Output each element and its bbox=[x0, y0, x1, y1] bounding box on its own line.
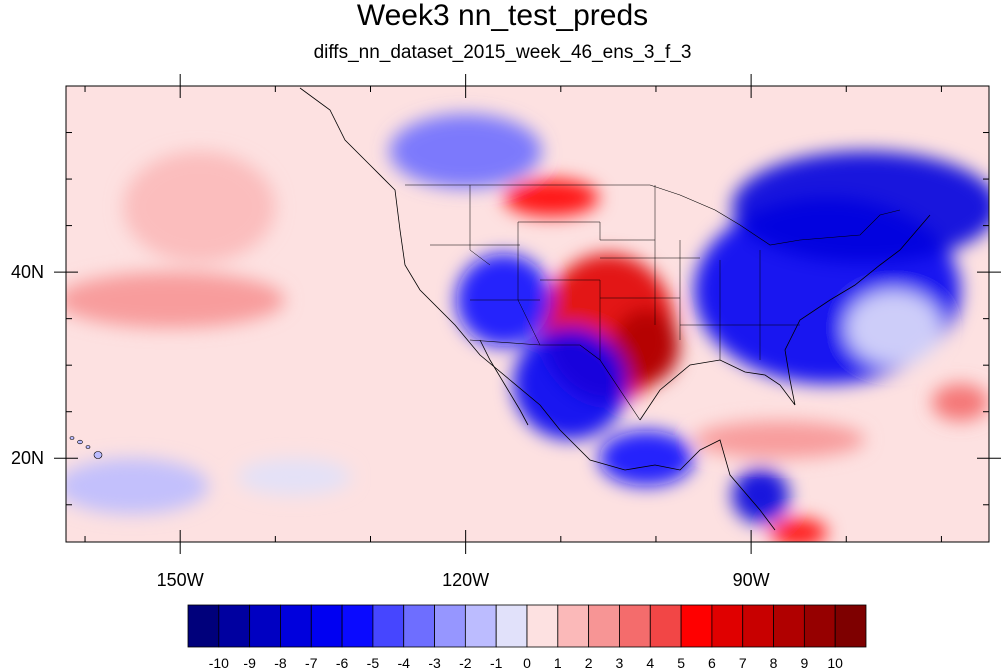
colorbar-box bbox=[588, 604, 620, 648]
colorbar-label: -3 bbox=[428, 655, 441, 671]
canada-us-border bbox=[405, 184, 901, 246]
colorbar-box bbox=[495, 604, 528, 648]
colorbar-label: 10 bbox=[827, 655, 843, 671]
anomaly-blob bbox=[66, 272, 285, 328]
x-tick-label: 90W bbox=[733, 570, 770, 590]
colorbar-box bbox=[711, 604, 744, 648]
x-tick-label: 150W bbox=[157, 570, 204, 590]
colorbar-labels: -10 -9 -8 -7 -6 -5 -4 -3 -2 -1 0 1 2 3 4 5 6 7 8 9 10 bbox=[209, 655, 843, 671]
anomaly-blob bbox=[123, 151, 276, 263]
colorbar: -10 -9 -8 -7 -6 -5 -4 -3 -2 -1 0 1 2 3 4 5 6 7 8 9 10 bbox=[187, 604, 867, 671]
colorbar-box bbox=[310, 604, 343, 648]
colorbar-label: -8 bbox=[274, 655, 287, 671]
colorbar-box bbox=[187, 604, 220, 648]
x-tick-label: 120W bbox=[442, 570, 489, 590]
hawaii-islands bbox=[69, 436, 103, 459]
anomaly-blob bbox=[931, 383, 989, 422]
state-borders bbox=[430, 185, 800, 360]
colorbar-box bbox=[680, 604, 713, 648]
colorbar-box bbox=[464, 604, 497, 648]
colorbar-box bbox=[280, 604, 312, 648]
colorbar-label: 2 bbox=[585, 655, 593, 671]
colorbar-box bbox=[649, 604, 682, 648]
axis-tick-labels: 150W 120W 90W 40N 20N bbox=[11, 262, 770, 590]
anomaly-blob bbox=[389, 113, 542, 189]
anomaly-blob bbox=[598, 430, 695, 487]
colorbar-box bbox=[341, 604, 374, 648]
coastlines bbox=[69, 87, 931, 531]
colorbar-label: 8 bbox=[770, 655, 778, 671]
anomaly-blob bbox=[66, 458, 209, 515]
colorbar-label: -6 bbox=[336, 655, 349, 671]
colorbar-box bbox=[834, 604, 867, 648]
anomaly-blob bbox=[694, 421, 866, 459]
anomaly-blob bbox=[613, 309, 680, 384]
map-plot-area: 150W 120W 90W 40N 20N bbox=[11, 74, 1001, 590]
anomaly-blob bbox=[732, 467, 790, 524]
gulf-coastline bbox=[639, 214, 931, 421]
colorbar-label: 4 bbox=[646, 655, 654, 671]
colorbar-box bbox=[619, 604, 651, 648]
colorbar-box bbox=[218, 604, 251, 648]
y-tick-label: 20N bbox=[11, 448, 44, 468]
colorbar-box bbox=[372, 604, 405, 648]
colorbar-box bbox=[526, 604, 559, 648]
colorbar-label: 9 bbox=[800, 655, 808, 671]
colorbar-box bbox=[434, 604, 466, 648]
colorbar-box bbox=[803, 604, 836, 648]
anomaly-blob bbox=[732, 151, 989, 263]
colorbar-box bbox=[742, 604, 774, 648]
colorbar-label: -2 bbox=[459, 655, 472, 671]
colorbar-label: 3 bbox=[616, 655, 624, 671]
anomaly-blob bbox=[513, 327, 628, 440]
colorbar-label: -7 bbox=[305, 655, 318, 671]
colorbar-label: 0 bbox=[523, 655, 531, 671]
north-america-coastline bbox=[299, 87, 776, 531]
colorbar-box bbox=[557, 604, 590, 648]
colorbar-label: -10 bbox=[209, 655, 229, 671]
axis-ticks bbox=[54, 74, 1001, 554]
anomaly-blob bbox=[846, 290, 942, 366]
anomaly-blob bbox=[237, 458, 352, 496]
map-frame bbox=[65, 85, 990, 543]
colorbar-label: 6 bbox=[708, 655, 716, 671]
colorbar-label: -1 bbox=[490, 655, 503, 671]
colorbar-label: 7 bbox=[739, 655, 747, 671]
anomaly-blob bbox=[770, 518, 828, 542]
colorbar-boxes bbox=[187, 604, 867, 648]
colorbar-box bbox=[249, 604, 281, 648]
colorbar-box bbox=[773, 604, 805, 648]
colorbar-label: -9 bbox=[243, 655, 256, 671]
chart-subtitle: diffs_nn_dataset_2015_week_46_ens_3_f_3 bbox=[313, 42, 692, 63]
colorbar-box bbox=[403, 604, 435, 648]
colorbar-label: 1 bbox=[554, 655, 562, 671]
baja-coastline bbox=[479, 339, 529, 426]
anomaly-blob bbox=[503, 179, 599, 217]
y-tick-label: 40N bbox=[11, 262, 44, 282]
us-mexico-border bbox=[469, 339, 641, 421]
colorbar-label: -5 bbox=[367, 655, 380, 671]
colorbar-label: 5 bbox=[677, 655, 685, 671]
chart-title: Week3 nn_test_preds bbox=[356, 0, 649, 32]
colorbar-label: -4 bbox=[398, 655, 411, 671]
anomaly-field bbox=[66, 113, 989, 542]
